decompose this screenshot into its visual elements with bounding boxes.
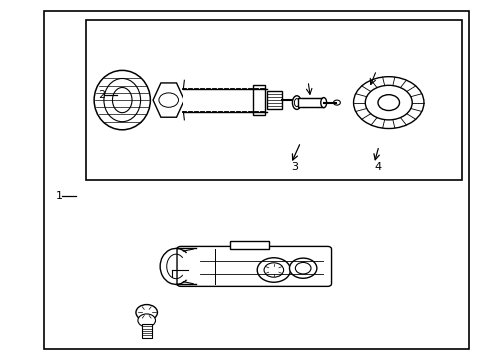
Bar: [85, 20, 461, 180]
Circle shape: [289, 258, 316, 278]
Bar: [44, 11, 468, 349]
Circle shape: [377, 95, 399, 111]
Circle shape: [257, 258, 290, 282]
Bar: [253, 85, 264, 115]
Text: 2: 2: [98, 90, 105, 100]
Circle shape: [295, 262, 310, 274]
Circle shape: [365, 85, 411, 120]
Circle shape: [353, 77, 423, 129]
Bar: [229, 242, 268, 249]
Circle shape: [136, 305, 157, 320]
Polygon shape: [153, 83, 184, 117]
Ellipse shape: [320, 98, 326, 108]
Bar: [142, 324, 151, 338]
Text: 4: 4: [373, 162, 381, 172]
Bar: [266, 91, 282, 109]
Ellipse shape: [112, 87, 132, 113]
Circle shape: [333, 100, 340, 105]
Bar: [298, 98, 323, 107]
Circle shape: [138, 314, 155, 327]
Ellipse shape: [94, 71, 150, 130]
Text: 3: 3: [290, 162, 297, 172]
Circle shape: [264, 263, 283, 277]
Bar: [183, 89, 266, 112]
Text: 1: 1: [56, 191, 63, 201]
Circle shape: [159, 93, 178, 107]
FancyBboxPatch shape: [177, 247, 331, 287]
Ellipse shape: [292, 96, 301, 109]
Ellipse shape: [294, 99, 299, 107]
Ellipse shape: [104, 78, 141, 122]
